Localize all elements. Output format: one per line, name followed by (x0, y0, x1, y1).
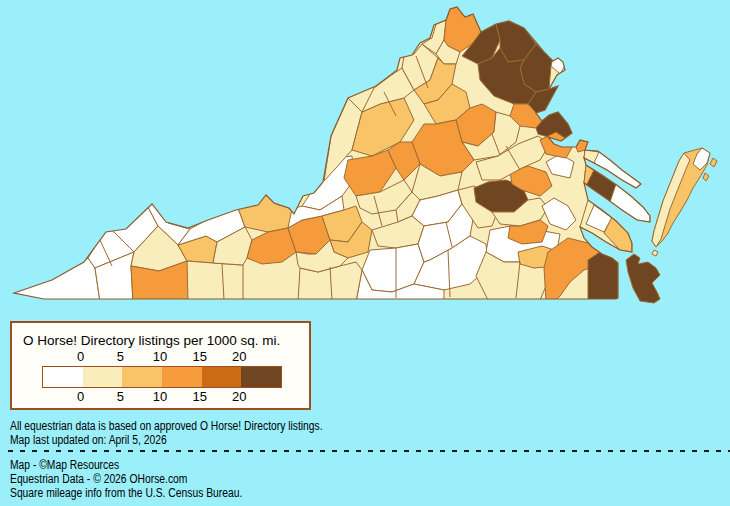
county-region (187, 261, 243, 302)
note-data-source: All equestrian data is based on approved… (10, 419, 323, 433)
legend-tick: 0 (77, 389, 84, 404)
legend-tick: 20 (232, 389, 246, 404)
legend-tick: 15 (192, 389, 206, 404)
legend-tick: 20 (232, 349, 246, 364)
legend-ticks-bottom: 0 5 10 15 20 (12, 389, 309, 403)
legend-color-bar (42, 366, 282, 388)
legend-swatch (202, 367, 242, 387)
legend-box: O Horse! Directory listings per 1000 sq.… (10, 321, 311, 410)
legend-swatch (43, 367, 83, 387)
legend-swatch (162, 367, 202, 387)
legend-tick: 10 (153, 389, 167, 404)
legend-swatch (241, 367, 281, 387)
credit-equestrian-data: Equestrian Data - © 2026 OHorse.com (10, 472, 187, 486)
legend-tick: 10 (153, 349, 167, 364)
credit-square-mileage: Square mileage info from the U.S. Census… (10, 486, 242, 500)
dashed-separator (8, 450, 730, 452)
legend-ticks-top: 0 5 10 15 20 (12, 349, 309, 363)
legend-tick: 0 (77, 349, 84, 364)
legend-swatch (122, 367, 162, 387)
legend-tick: 5 (117, 349, 124, 364)
legend-tick: 5 (117, 389, 124, 404)
legend-title: O Horse! Directory listings per 1000 sq.… (23, 333, 280, 348)
credit-map: Map - ©Map Resources (10, 458, 119, 472)
note-last-updated: Map last updated on: April 5, 2026 (10, 433, 167, 447)
legend-tick: 15 (192, 349, 206, 364)
legend-swatch (83, 367, 123, 387)
